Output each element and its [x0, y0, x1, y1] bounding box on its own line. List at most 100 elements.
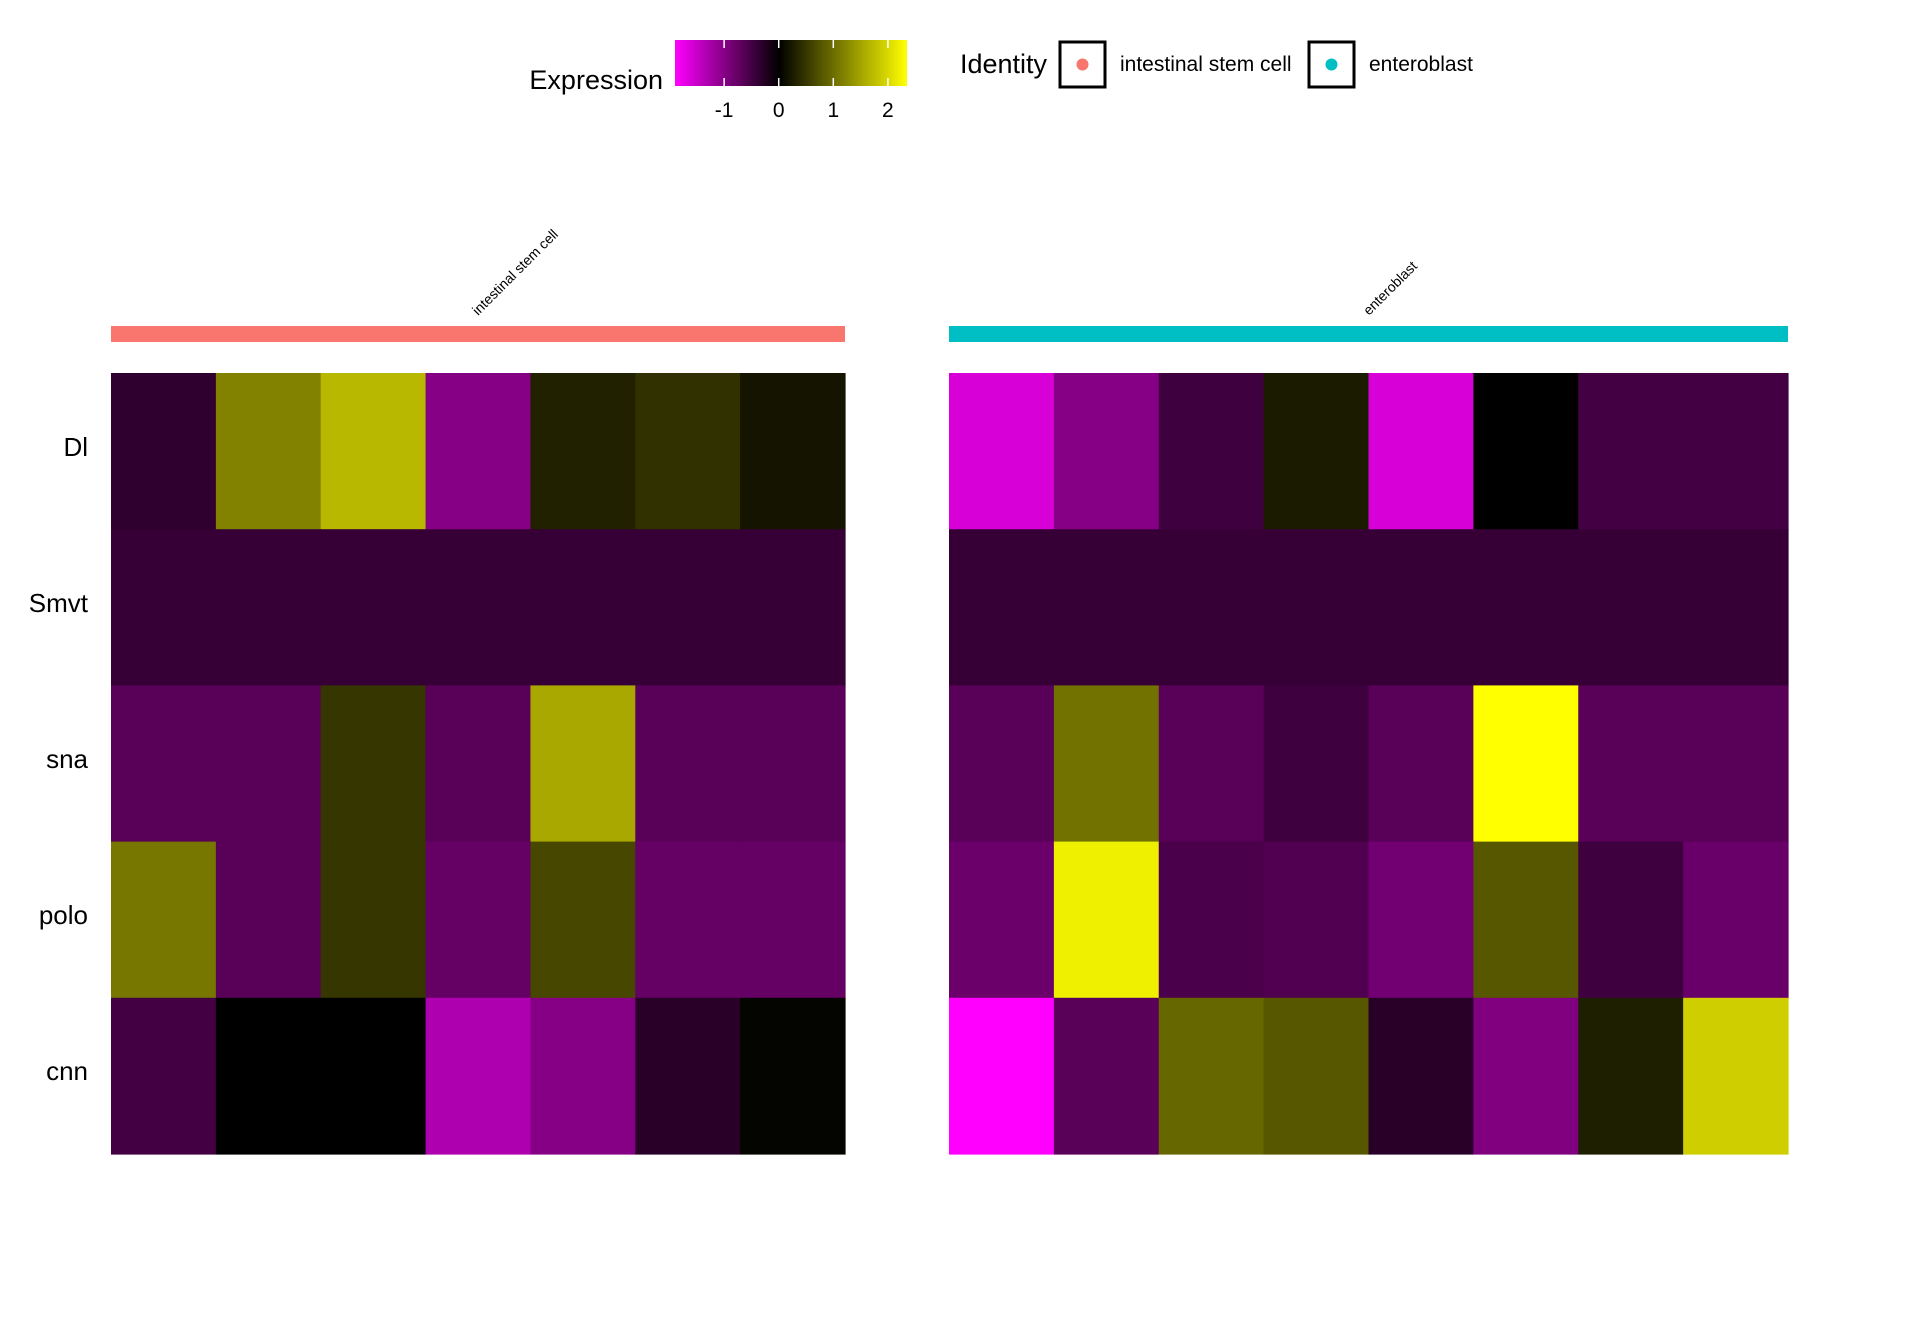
expression-colorbar — [675, 40, 907, 86]
heatmap-cell — [1158, 841, 1265, 999]
group-label-enteroblast: enteroblast — [1360, 258, 1420, 318]
group-bar-intestinal-stem-cell — [111, 326, 845, 342]
heatmap-cell — [530, 529, 636, 686]
heatmap-cell — [1368, 373, 1474, 530]
heatmap-cell — [1473, 529, 1579, 686]
heatmap-cell — [635, 841, 741, 999]
heatmap-cell — [1578, 529, 1684, 686]
colorbar-tick-label: 0 — [773, 99, 785, 122]
heatmap-cell — [1683, 997, 1789, 1155]
heatmap-cell — [215, 685, 322, 843]
heatmap-cell — [320, 685, 427, 843]
heatmap-cell — [740, 997, 846, 1155]
gene-label: polo — [39, 900, 88, 930]
identity-legend: Identity intestinal stem cell enteroblas… — [960, 40, 1473, 89]
heatmap-cell — [425, 841, 532, 999]
identity-legend-dot — [1325, 58, 1338, 71]
heatmap-cell — [1053, 997, 1160, 1155]
group-label-intestinal-stem-cell: intestinal stem cell — [469, 226, 561, 318]
heatmap-cell — [320, 841, 427, 999]
heatmap-cell — [1578, 997, 1684, 1155]
heatmap-cell — [949, 997, 1055, 1155]
heatmap-cell — [1683, 685, 1789, 843]
heatmap-cell — [320, 373, 427, 530]
heatmap-cell — [635, 373, 741, 530]
heatmap-cell — [111, 841, 217, 999]
heatmap-cell — [425, 373, 532, 530]
heatmap-cell — [1368, 841, 1474, 999]
heatmap-cell — [740, 529, 846, 686]
heatmap-cell — [1473, 997, 1579, 1155]
heatmap-cell — [1473, 685, 1579, 843]
heatmap-cell — [111, 685, 217, 843]
colorbar-ticks: -1 0 1 2 — [715, 40, 894, 122]
group-annotation: intestinal stem cell enteroblast — [111, 226, 1788, 342]
heatmap-cell — [1578, 841, 1684, 999]
heatmap-cell — [320, 997, 427, 1155]
heatmap-cell — [949, 685, 1055, 843]
heatmap-cell — [425, 685, 532, 843]
heatmap-cell — [1473, 841, 1579, 999]
gene-label: cnn — [46, 1056, 88, 1086]
identity-legend-label: enteroblast — [1369, 53, 1473, 76]
heatmap-cell — [215, 373, 322, 530]
colorbar-tick-label: 1 — [827, 99, 839, 122]
heatmap-cell — [1683, 373, 1789, 530]
identity-legend-title: Identity — [960, 49, 1048, 79]
heatmap-cell — [1683, 529, 1789, 686]
expression-legend-title: Expression — [529, 65, 663, 95]
identity-legend-item: intestinal stem cell — [1058, 40, 1292, 89]
heatmap-cell — [635, 529, 741, 686]
heatmap-cell — [1263, 373, 1370, 530]
heatmap-cell — [530, 841, 636, 999]
heatmap-cell — [1683, 841, 1789, 999]
heatmap-cell — [740, 373, 846, 530]
heatmap-cell — [215, 841, 322, 999]
heatmap-cell — [1263, 841, 1370, 999]
heatmap-cell — [530, 373, 636, 530]
heatmap-cell — [1368, 529, 1474, 686]
colorbar-tick-label: 2 — [882, 99, 894, 122]
heatmap-cell — [1263, 997, 1370, 1155]
heatmap-cell — [1053, 529, 1160, 686]
heatmap-cell — [1158, 997, 1265, 1155]
heatmap-cell — [1263, 529, 1370, 686]
identity-legend-label: intestinal stem cell — [1120, 53, 1292, 76]
heatmap-cell — [425, 529, 532, 686]
heatmap-cell — [1578, 685, 1684, 843]
heatmap-cell — [215, 529, 322, 686]
group-bar-enteroblast — [949, 326, 1788, 342]
gene-label: Smvt — [29, 588, 89, 618]
heatmap-cell — [1158, 529, 1265, 686]
heatmap-cells — [111, 373, 1789, 1155]
gene-labels: Dl Smvt sna polo cnn — [29, 432, 89, 1086]
gene-label: sna — [46, 744, 88, 774]
heatmap-cell — [1368, 685, 1474, 843]
heatmap-cell — [1053, 373, 1160, 530]
expression-legend: Expression -1 0 1 2 — [529, 40, 907, 122]
identity-legend-item: enteroblast — [1307, 40, 1473, 89]
heatmap-cell — [530, 685, 636, 843]
heatmap-cell — [111, 529, 217, 686]
heatmap-cell — [635, 997, 741, 1155]
heatmap-cell — [740, 841, 846, 999]
heatmap-cell — [949, 373, 1055, 530]
heatmap-cell — [530, 997, 636, 1155]
heatmap-cell — [740, 685, 846, 843]
heatmap-cell — [1053, 685, 1160, 843]
identity-legend-key-box — [1058, 40, 1107, 89]
heatmap-cell — [1263, 685, 1370, 843]
heatmap-cell — [1473, 373, 1579, 530]
heatmap-cell — [111, 373, 217, 530]
heatmap-cell — [215, 997, 322, 1155]
colorbar-tick-label: -1 — [715, 99, 734, 122]
heatmap-cell — [949, 529, 1055, 686]
heatmap-cell — [1053, 841, 1160, 999]
heatmap-cell — [1158, 373, 1265, 530]
gene-label: Dl — [63, 432, 88, 462]
heatmap-cell — [1158, 685, 1265, 843]
heatmap-cell — [1578, 373, 1684, 530]
heatmap-cell — [111, 997, 217, 1155]
heatmap-cell — [949, 841, 1055, 999]
